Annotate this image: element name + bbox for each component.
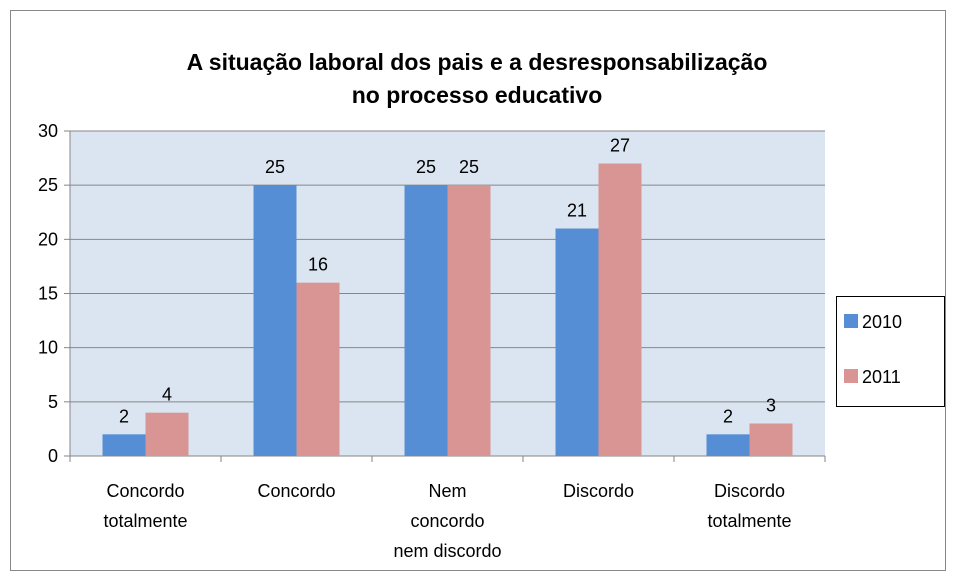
bar [102,434,146,456]
bar [296,282,340,456]
x-tick-label: Concordo [257,481,335,501]
x-tick-label: Discordo totalmente [707,481,791,531]
value-label: 27 [610,136,630,156]
bar [749,423,793,456]
bar [706,434,750,456]
value-label: 2 [723,406,733,426]
value-label: 16 [308,255,328,275]
legend-swatch [844,314,858,328]
chart-title: A situação laboral dos pais e a desrespo… [187,49,768,108]
value-label: 21 [567,201,587,221]
legend-label: 2010 [862,312,902,332]
value-label: 3 [766,396,776,416]
value-label: 25 [265,157,285,177]
x-tick-label: Nem concordo nem discordo [393,481,501,561]
x-tick-label: Concordo totalmente [103,481,187,531]
y-tick-label: 20 [38,229,58,249]
legend-swatch [844,369,858,383]
bar [447,185,491,456]
y-tick-label: 30 [38,121,58,141]
value-label: 2 [119,406,129,426]
y-tick-label: 5 [48,392,58,412]
value-label: 25 [416,157,436,177]
bar [598,163,642,456]
bar [404,185,448,456]
y-tick-label: 25 [38,175,58,195]
bar [145,412,189,456]
y-tick-label: 0 [48,446,58,466]
value-label: 25 [459,157,479,177]
bar [555,228,599,456]
y-tick-label: 15 [38,284,58,304]
x-tick-label: Discordo [563,481,634,501]
y-tick-label: 10 [38,338,58,358]
value-label: 4 [162,385,172,405]
legend-label: 2011 [862,367,901,387]
bar [253,185,297,456]
